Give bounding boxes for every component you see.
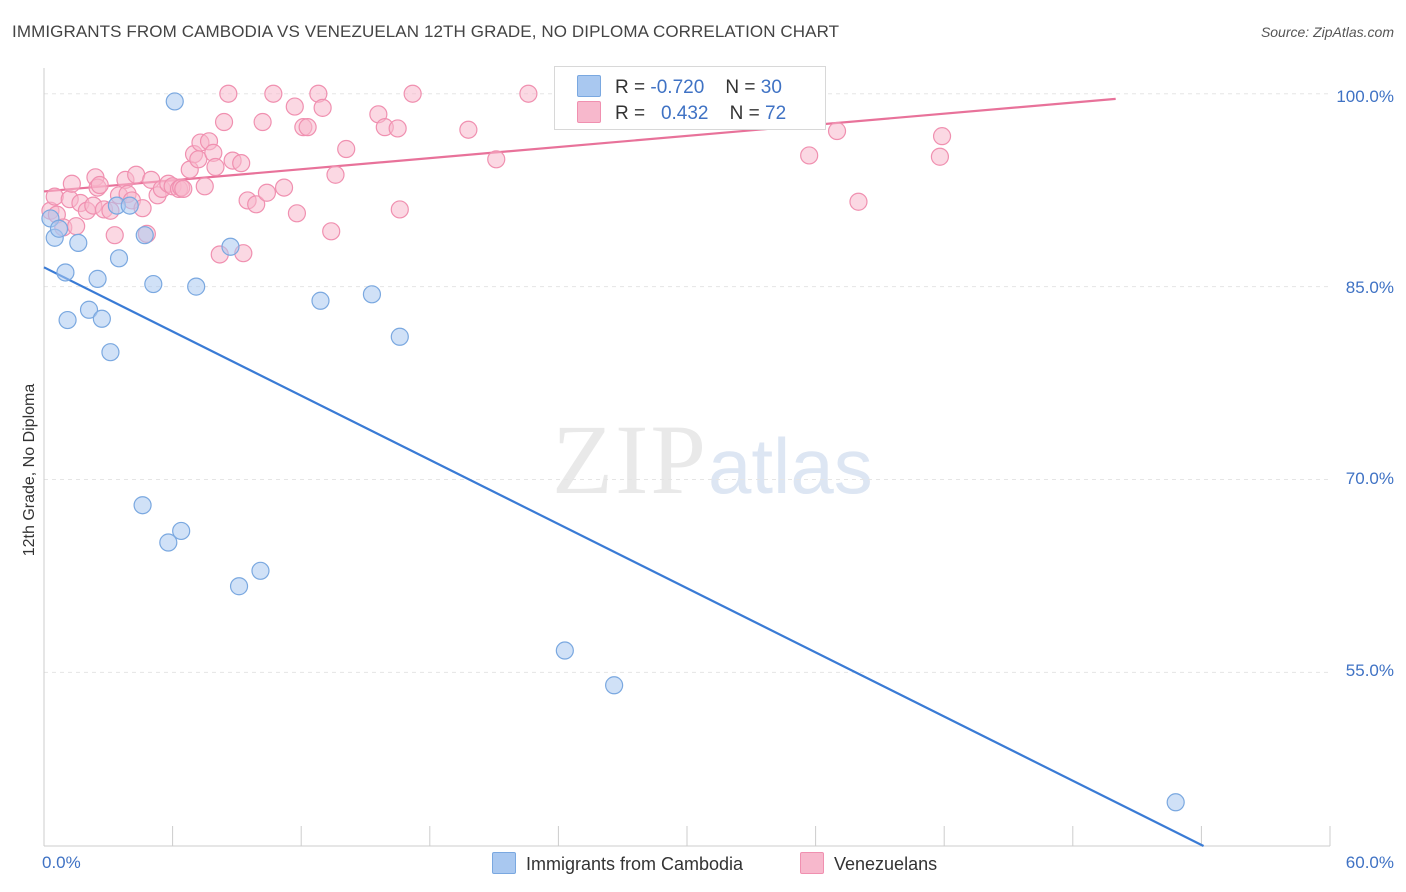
cambodia-point (120, 196, 139, 215)
cambodia-point (101, 343, 120, 362)
venezuelan-point (800, 146, 819, 165)
trend-layer (43, 97, 1205, 847)
venezuelan-point (174, 179, 193, 198)
cambodia-point (92, 309, 111, 328)
venezuelan-point (287, 204, 307, 223)
cambodia-point (1166, 793, 1185, 812)
points-layer (41, 84, 1185, 812)
r-value-venezuelans: 0.432 (660, 103, 709, 124)
venezuelan-point (247, 195, 266, 214)
venezuelan-legend-label: Venezuelans (834, 854, 938, 874)
venezuelan-point (388, 119, 407, 138)
venezuelan-point (326, 165, 345, 184)
venezuelan-point (90, 175, 109, 195)
cambodia-point (133, 496, 152, 515)
venezuelan-point (459, 120, 478, 139)
venezuelan-point (285, 97, 304, 116)
venezuelan-swatch (577, 101, 601, 123)
venezuelan-point (313, 98, 332, 117)
bottom-legend-venezuelans: Venezuelans (800, 852, 937, 875)
venezuelan-point (257, 183, 277, 202)
cambodia-swatch (577, 75, 601, 97)
cambodia-point (144, 274, 163, 294)
r-label: R = (615, 77, 646, 98)
x-tick-label-min: 0.0% (42, 853, 81, 872)
cambodia-point (390, 327, 409, 346)
venezuelan-point (390, 200, 409, 219)
venezuelan-point (253, 112, 272, 132)
y-axis-label: 12th Grade, No Diploma (21, 383, 38, 557)
n-value-cambodia: 30 (760, 77, 782, 98)
cambodia-point (88, 269, 107, 288)
r-label: R = (615, 103, 646, 124)
cambodia-point (172, 521, 191, 541)
y-tick-label-85: 85.0% (1345, 278, 1394, 297)
venezuelan-point (827, 121, 847, 141)
venezuelan-trend-line (43, 97, 1116, 193)
cambodia-point (49, 219, 69, 238)
cambodia-point (159, 533, 178, 552)
legend-row-venezuelans: R = 0.432 N = 72 (577, 101, 786, 127)
venezuelan-point (206, 157, 225, 177)
venezuelan-legend-swatch (800, 852, 824, 874)
n-value-venezuelans: 72 (765, 103, 787, 124)
cambodia-point (56, 263, 75, 282)
cambodia-trend-line (43, 266, 1205, 847)
r-value-cambodia: -0.720 (650, 77, 705, 98)
y-tick-label-100: 100.0% (1336, 87, 1394, 106)
n-label: N = (725, 77, 756, 98)
venezuelan-point (487, 150, 506, 169)
cambodia-point (229, 577, 249, 596)
cambodia-point (69, 233, 88, 252)
bottom-legend-cambodia: Immigrants from Cambodia (492, 852, 743, 875)
venezuelan-point (62, 174, 81, 193)
cambodia-point (79, 300, 99, 319)
venezuelan-point (264, 84, 283, 103)
cambodia-point (187, 277, 206, 296)
venezuelan-point (232, 154, 251, 173)
y-tick-label-55: 55.0% (1345, 661, 1394, 680)
venezuelan-point (849, 192, 868, 211)
cambodia-point (165, 92, 184, 111)
venezuelan-point (932, 127, 952, 146)
y-tick-label-70: 70.0% (1345, 469, 1394, 488)
venezuelan-point (930, 147, 950, 166)
x-tick-label-max: 60.0% (1345, 853, 1394, 872)
venezuelan-point (105, 226, 124, 245)
cambodia-point (135, 226, 154, 245)
venezuelan-point (322, 222, 341, 241)
venezuelan-point (45, 187, 64, 206)
legend-row-cambodia: R = -0.720 N = 30 (577, 75, 782, 101)
watermark: ZIPatlas (552, 402, 873, 517)
source-credit: Source: ZipAtlas.com (1260, 24, 1394, 40)
cambodia-legend-label: Immigrants from Cambodia (526, 854, 744, 874)
cambodia-point (251, 561, 270, 580)
watermark-zip: ZIP (552, 404, 708, 515)
chart-title: IMMIGRANTS FROM CAMBODIA VS VENEZUELAN 1… (12, 22, 840, 41)
venezuelan-point (214, 112, 234, 132)
venezuelan-point (195, 177, 214, 196)
venezuelan-point (337, 139, 356, 159)
venezuelan-point (67, 217, 86, 236)
cambodia-point (311, 291, 330, 310)
cambodia-point (109, 249, 129, 268)
cambodia-point (58, 310, 77, 330)
venezuelan-point (403, 84, 422, 103)
axis-layer (43, 68, 1331, 847)
cambodia-point (221, 237, 240, 256)
watermark-atlas: atlas (708, 422, 873, 510)
cambodia-legend-swatch (492, 852, 516, 874)
cambodia-point (555, 641, 574, 660)
correlation-legend: R = -0.720 N = 30 R = 0.432 N = 72 (554, 66, 826, 130)
n-label: N = (729, 103, 760, 124)
cambodia-point (362, 285, 382, 304)
venezuelan-point (298, 118, 317, 137)
venezuelan-point (219, 84, 238, 103)
venezuelan-point (274, 178, 294, 197)
venezuelan-point (519, 84, 538, 103)
cambodia-point (605, 676, 624, 695)
